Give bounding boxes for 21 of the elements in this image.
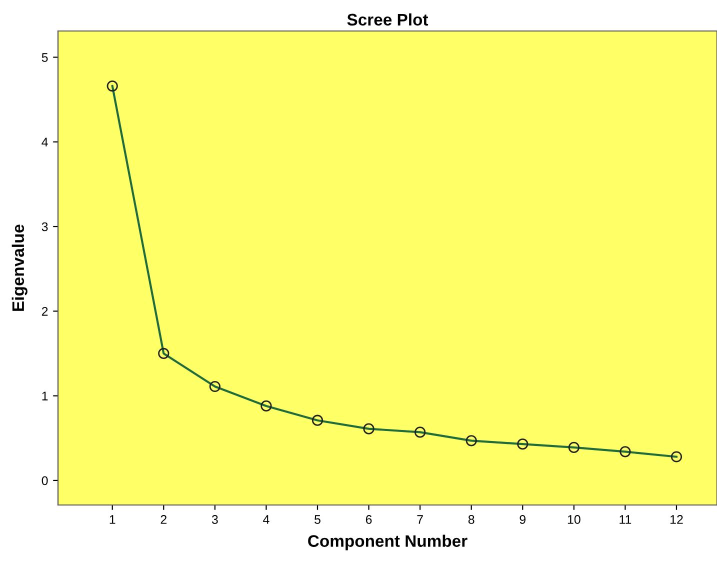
y-tick-label: 1 xyxy=(42,392,48,400)
x-tick-label: 7 xyxy=(417,515,423,524)
chart-title: Scree Plot xyxy=(347,13,428,26)
x-tick-label: 2 xyxy=(160,515,166,524)
y-tick-label: 4 xyxy=(42,138,48,146)
x-axis-title: Component Number xyxy=(308,534,468,550)
x-tick-label: 6 xyxy=(366,515,372,524)
x-tick-label: 10 xyxy=(568,515,580,524)
y-tick-label: 0 xyxy=(42,476,48,486)
y-axis-title: Eigenvalue xyxy=(12,224,28,311)
x-tick-label: 9 xyxy=(520,515,526,524)
y-tick-label: 3 xyxy=(42,222,48,232)
x-tick-label: 12 xyxy=(670,515,683,524)
x-tick-label: 1 xyxy=(110,515,116,524)
x-tick-label: 8 xyxy=(468,515,474,524)
x-tick-label: 4 xyxy=(263,515,270,524)
x-tick-label: 5 xyxy=(314,515,320,524)
y-tick-label: 5 xyxy=(42,53,48,62)
y-tick-label: 2 xyxy=(42,306,48,316)
x-tick-label: 11 xyxy=(620,515,632,524)
x-tick-label: 3 xyxy=(212,515,218,524)
